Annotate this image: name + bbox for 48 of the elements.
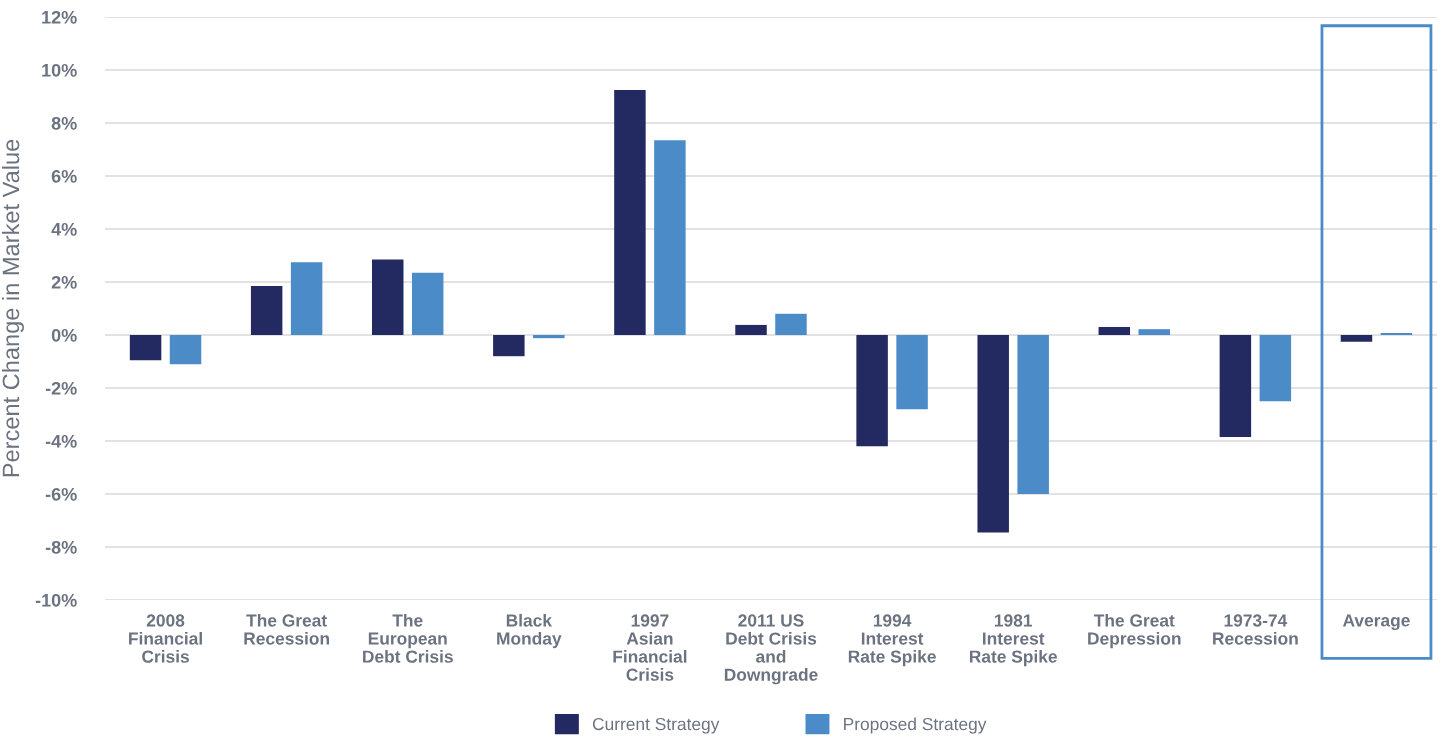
bar [735,324,767,335]
x-tick-label: 2008 Financial Crisis [129,614,202,663]
bar [129,335,162,361]
x-tick-label: 1981 Interest Rate Spike [969,614,1057,667]
x-tick-label: The Great Recession [244,613,329,645]
bar [1098,327,1131,335]
bar [1017,335,1049,494]
bar [493,335,525,357]
y-tick-label: 12% [42,10,77,24]
x-tick-label: The Great Depression [1088,613,1181,649]
y-tick-label: -10% [35,593,77,607]
y-tick-label: -8% [45,540,77,554]
bar [169,335,202,365]
bar [372,259,404,335]
x-tick-label: Black Monday [497,613,562,649]
x-tick-label: 1997 Asian Financial Crisis [613,614,687,681]
legend-label: Proposed Strategy [844,717,987,734]
bar [1138,329,1170,335]
bar [250,285,283,335]
y-tick-label: 8% [51,116,77,130]
bar [1219,335,1252,438]
bar [1380,332,1413,335]
bar [977,335,1009,533]
x-tick-label: Average [1342,614,1410,631]
y-tick-label: -6% [45,487,77,501]
y-tick-label: 4% [51,222,77,236]
bar [654,140,686,335]
bar [896,335,928,410]
x-tick-label: 2011 US Debt Crisis and Downgrade [724,614,818,685]
bar [533,335,565,339]
y-tick-label: 2% [51,275,77,289]
legend-label: Current Strategy [592,717,720,734]
bar [1259,335,1292,402]
bar [1340,335,1373,342]
y-axis-title: Percent Change in Market Value [1,139,24,477]
x-tick-label: 1994 Interest Rate Spike [848,614,936,667]
y-tick-label: 6% [51,169,77,183]
bar [614,89,646,335]
bar [290,262,323,335]
y-tick-label: -4% [45,434,77,448]
x-tick-label: 1973-74 Recession [1213,614,1298,645]
bar [411,272,444,335]
bar [775,313,807,335]
y-tick-label: -2% [45,381,77,395]
y-tick-label: 10% [42,63,77,77]
bar [856,335,888,447]
x-tick-label: The European Debt Crisis [363,613,453,663]
y-tick-label: 0% [51,328,77,342]
